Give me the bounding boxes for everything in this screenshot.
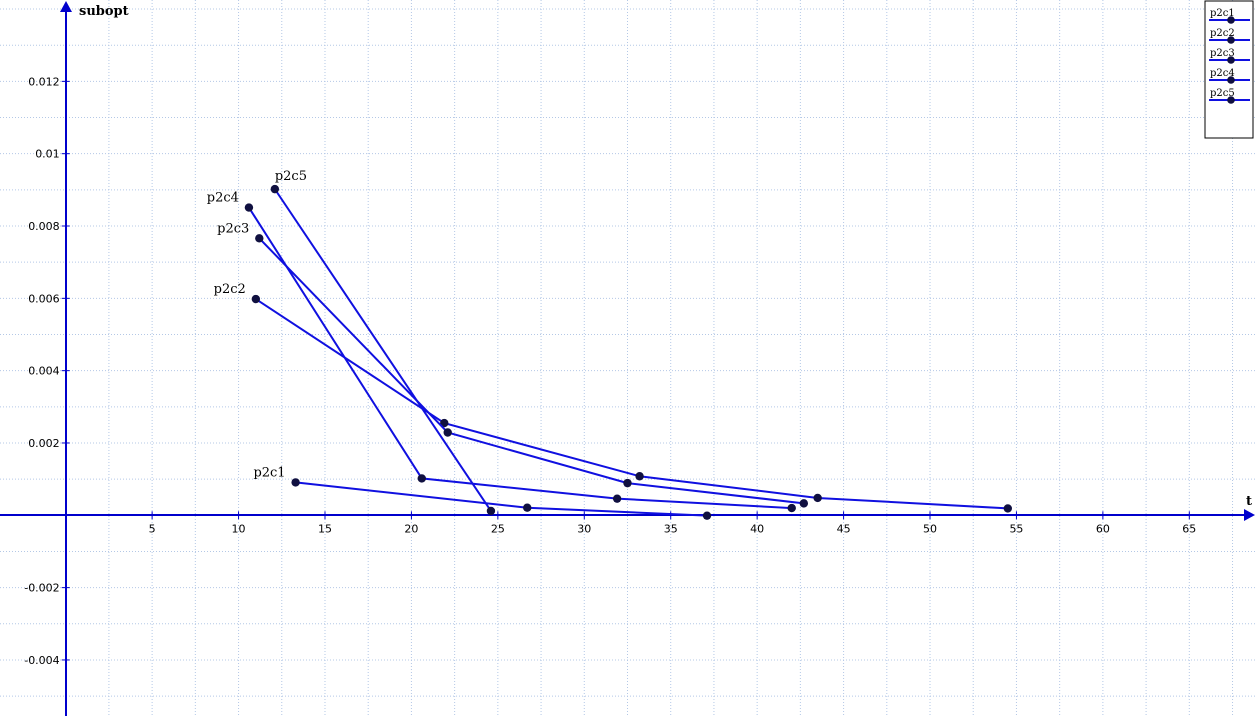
y-tick-label: 0.004 [28, 365, 60, 378]
series-p2c5: p2c5 [270, 169, 496, 516]
series-p2c3: p2c3 [217, 221, 809, 508]
legend-item-p2c5: p2c5 [1209, 88, 1250, 104]
x-tick-label: 65 [1182, 522, 1196, 535]
y-tick-label: -0.004 [24, 654, 59, 667]
x-tick-label: 55 [1009, 522, 1023, 535]
series-label: p2c2 [214, 282, 246, 297]
data-point [251, 294, 261, 304]
data-point [623, 478, 632, 488]
data-point [787, 503, 796, 513]
y-axis-arrow [60, 1, 72, 12]
series-label: p2c4 [207, 191, 239, 206]
legend-item-p2c4: p2c4 [1209, 68, 1250, 84]
legend-marker [1227, 96, 1235, 104]
data-point [270, 184, 280, 194]
legend-item-p2c2: p2c2 [1209, 28, 1250, 44]
data-point [417, 474, 426, 483]
y-tick-label: 0.008 [28, 220, 60, 233]
data-point [486, 506, 496, 516]
series-label: p2c5 [275, 169, 307, 184]
series-label: p2c1 [253, 465, 285, 480]
legend-marker [1227, 76, 1235, 84]
legend-label: p2c1 [1210, 8, 1235, 19]
data-point [291, 478, 300, 487]
legend-item-p2c3: p2c3 [1209, 48, 1250, 64]
x-tick-label: 35 [664, 522, 678, 535]
x-tick-label: 10 [232, 522, 246, 535]
y-tick-label: -0.002 [24, 582, 59, 595]
x-tick-label: 45 [837, 522, 851, 535]
x-tick-label: 40 [750, 522, 764, 535]
series: p2c1 p2c2 p2c3 p2c4 p2c5 [207, 169, 1013, 520]
series-p2c2: p2c2 [214, 282, 1013, 513]
series-p2c4: p2c4 [207, 191, 796, 513]
data-point [702, 511, 712, 520]
x-tick-label: 30 [577, 522, 591, 535]
legend-label: p2c2 [1210, 28, 1235, 39]
legend-item-p2c1: p2c1 [1209, 8, 1250, 24]
x-tick-label: 50 [923, 522, 937, 535]
data-point [523, 503, 532, 512]
data-point [799, 499, 809, 508]
tick-labels: 5 10 15 20 25 30 35 40 45 50 55 60 65 -0.004 -0.002 0.0… [24, 75, 1196, 667]
x-tick-label: 60 [1096, 522, 1110, 535]
x-tick-label: 15 [318, 522, 332, 535]
x-tick-label: 25 [491, 522, 505, 535]
legend-label: p2c4 [1210, 68, 1235, 79]
legend-box [1204, 0, 1254, 139]
data-point [244, 203, 254, 212]
legend-label: p2c5 [1210, 88, 1235, 99]
data-point [813, 493, 822, 503]
data-point [1003, 504, 1013, 513]
legend-marker [1227, 36, 1235, 44]
legend-marker [1227, 56, 1235, 64]
data-point [440, 418, 449, 428]
series-p2c1: p2c1 [253, 465, 712, 520]
legend-marker [1227, 16, 1235, 24]
x-tick-label: 20 [404, 522, 418, 535]
series-label: p2c3 [217, 221, 249, 236]
data-point [255, 234, 264, 243]
x-tick-label: 5 [149, 522, 156, 535]
y-axis-title: subopt [79, 4, 129, 19]
data-point [612, 494, 622, 503]
series-line [248, 207, 792, 510]
x-axis-arrow [1244, 509, 1255, 521]
data-point [443, 428, 452, 437]
y-tick-label: 0.01 [35, 148, 60, 161]
x-axis-title: t [1246, 494, 1252, 509]
series-line [258, 237, 804, 505]
legend-label: p2c3 [1210, 48, 1235, 59]
series-line [274, 188, 492, 512]
data-point [635, 472, 644, 481]
y-tick-label: 0.006 [28, 292, 60, 305]
y-tick-label: 0.002 [28, 437, 60, 450]
y-tick-label: 0.012 [28, 75, 60, 88]
legend: p2c1 p2c2 p2c3 p2c4 p2c5 [1204, 0, 1254, 139]
